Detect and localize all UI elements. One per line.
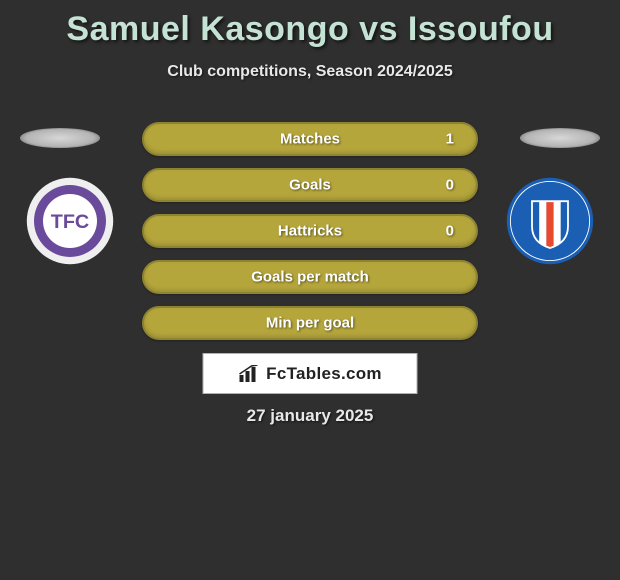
- stat-value-right: 1: [446, 131, 454, 148]
- page-subtitle: Club competitions, Season 2024/2025: [0, 63, 620, 81]
- club-badge-right: [505, 176, 595, 266]
- stat-label: Hattricks: [278, 223, 342, 240]
- stat-value-right: 0: [446, 177, 454, 194]
- stat-bar-matches: Matches 1: [142, 122, 478, 156]
- stat-bar-hattricks: Hattricks 0: [142, 214, 478, 248]
- club-badge-left: TFC: [25, 176, 115, 266]
- stat-label: Goals: [289, 177, 331, 194]
- stat-label: Matches: [280, 131, 340, 148]
- stat-bar-goals-per-match: Goals per match: [142, 260, 478, 294]
- stat-value-right: 0: [446, 223, 454, 240]
- stat-label: Goals per match: [251, 269, 369, 286]
- player-halo-left: [20, 128, 100, 148]
- player-halo-right: [520, 128, 600, 148]
- club-left-letters: TFC: [51, 211, 89, 233]
- stat-bar-goals: Goals 0: [142, 168, 478, 202]
- generation-date: 27 january 2025: [0, 406, 620, 426]
- page-title: Samuel Kasongo vs Issoufou: [0, 0, 620, 49]
- stat-label: Min per goal: [266, 315, 354, 332]
- source-text: FcTables.com: [266, 364, 382, 384]
- stat-bars: Matches 1 Goals 0 Hattricks 0 Goals per …: [142, 122, 478, 352]
- bars-icon: [238, 365, 260, 383]
- source-badge: FcTables.com: [203, 353, 418, 394]
- stat-bar-min-per-goal: Min per goal: [142, 306, 478, 340]
